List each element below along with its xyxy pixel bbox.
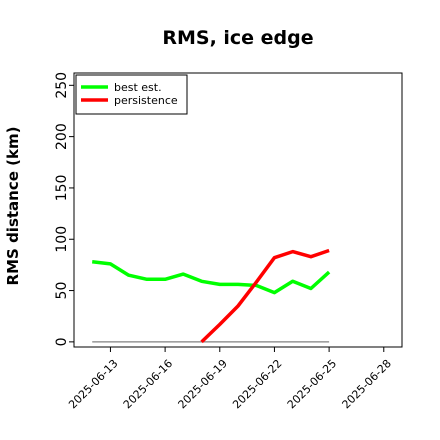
x-tick-label: 2025-06-16 xyxy=(121,357,175,411)
y-tick-label: 100 xyxy=(54,226,70,253)
y-tick-label: 250 xyxy=(54,72,70,99)
y-tick-label: 50 xyxy=(54,282,70,300)
legend-label-best-est: best est. xyxy=(114,81,162,94)
x-tick-label: 2025-06-28 xyxy=(339,357,393,411)
chart-title: RMS, ice edge xyxy=(162,27,313,49)
legend: best est. persistence xyxy=(75,74,188,115)
x-axis: 2025-06-13 2025-06-16 2025-06-19 2025-06-22… xyxy=(66,347,394,411)
y-axis: 0 50 100 150 200 250 xyxy=(54,72,74,346)
legend-box xyxy=(75,74,188,115)
x-tick-label: 2025-06-22 xyxy=(230,357,284,411)
plot-frame xyxy=(73,72,403,348)
plot-lines xyxy=(91,248,331,344)
series-line-best-est xyxy=(91,260,331,295)
y-tick-label: 150 xyxy=(54,175,70,202)
series-line-persistence xyxy=(200,248,330,344)
y-axis-label: RMS distance (km) xyxy=(4,127,22,286)
x-tick-label: 2025-06-19 xyxy=(175,357,229,411)
x-tick-label: 2025-06-13 xyxy=(66,357,120,411)
y-tick-label: 0 xyxy=(54,337,70,346)
x-tick-label: 2025-06-25 xyxy=(285,357,339,411)
legend-label-persistence: persistence xyxy=(114,94,178,107)
y-tick-label: 200 xyxy=(54,123,70,150)
